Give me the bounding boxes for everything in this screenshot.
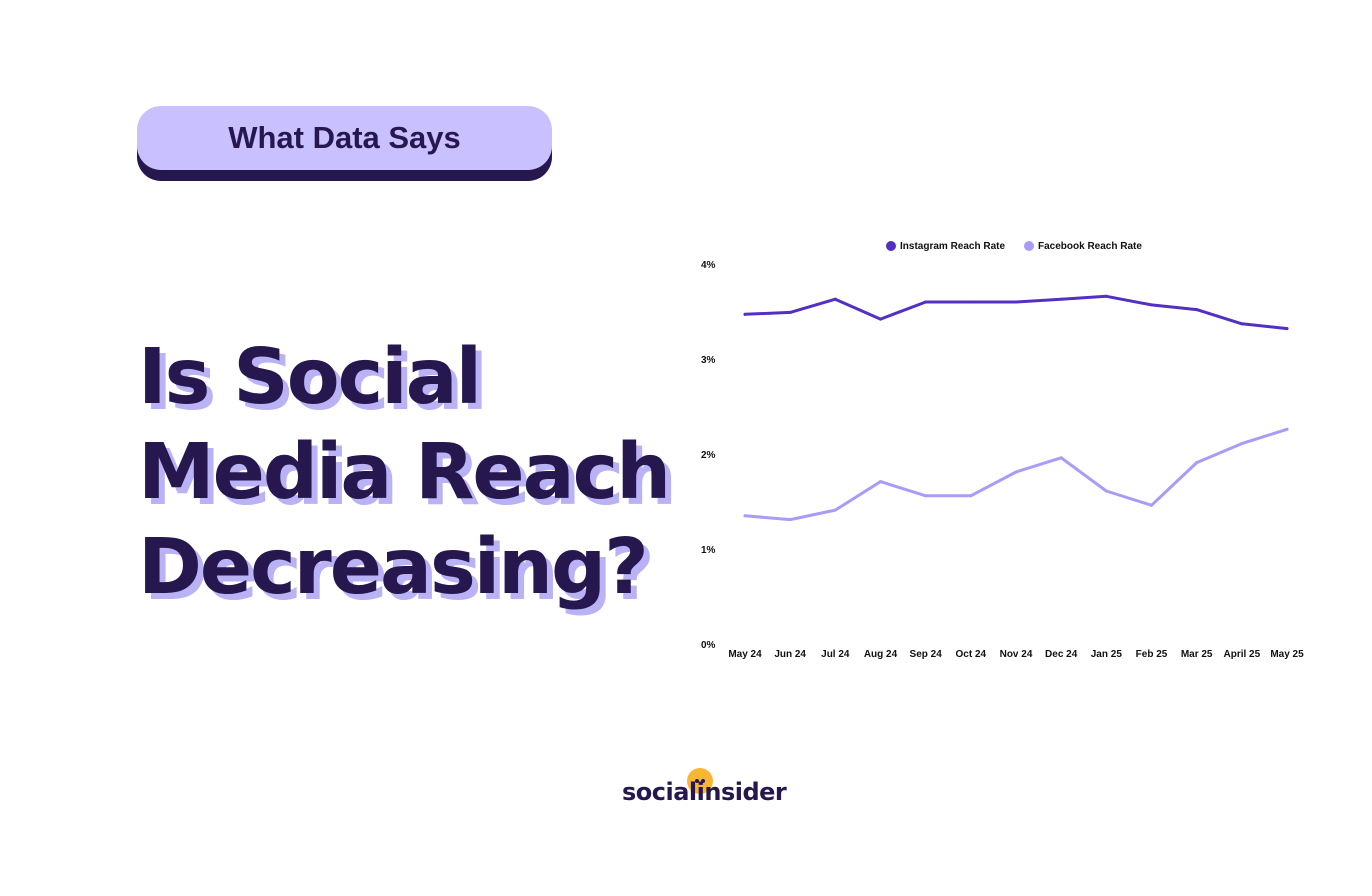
- logo-face-icon: [687, 768, 713, 794]
- y-tick-label: 1%: [701, 545, 716, 556]
- y-tick-label: 0%: [701, 640, 716, 651]
- x-tick-label: Jan 25: [1091, 649, 1123, 660]
- data-point: [1285, 327, 1289, 331]
- data-point: [1150, 303, 1153, 307]
- socialinsider-logo: socialinsider: [622, 768, 792, 810]
- legend-marker-instagram: [886, 241, 896, 251]
- data-point: [969, 494, 973, 498]
- badge-label: What Data Says: [137, 106, 552, 170]
- x-tick-label: Sep 24: [910, 649, 943, 660]
- headline: Is Social Media Reach Decreasing?: [138, 330, 678, 615]
- headline-line-3: Decreasing?: [138, 523, 649, 612]
- data-point: [879, 317, 882, 321]
- data-point: [1059, 297, 1063, 301]
- section-badge: What Data Says: [137, 106, 552, 182]
- x-tick-label: May 25: [1270, 649, 1304, 660]
- data-point: [1195, 308, 1199, 312]
- y-tick-label: 3%: [701, 355, 716, 366]
- legend-label-instagram: Instagram Reach Rate: [900, 241, 1005, 252]
- data-point: [924, 300, 928, 304]
- y-tick-label: 4%: [701, 260, 716, 271]
- x-tick-label: Aug 24: [864, 649, 898, 660]
- data-point: [1240, 322, 1244, 326]
- headline-line-1: Is Social: [138, 333, 482, 422]
- data-point: [924, 494, 928, 498]
- data-point: [1195, 461, 1199, 465]
- data-point: [1240, 442, 1244, 446]
- data-point: [1059, 456, 1063, 460]
- logo-text: socialinsider: [622, 778, 787, 806]
- data-point: [1014, 470, 1018, 474]
- data-point: [788, 310, 792, 314]
- data-point: [743, 514, 747, 518]
- data-point: [788, 518, 792, 522]
- data-point: [879, 480, 882, 484]
- data-point: [1285, 427, 1289, 431]
- data-point: [1104, 489, 1108, 493]
- legend-label-facebook: Facebook Reach Rate: [1038, 241, 1142, 252]
- x-tick-label: April 25: [1223, 649, 1260, 660]
- x-tick-label: Nov 24: [1000, 649, 1033, 660]
- reach-rate-chart: 0% 1% 2% 3% 4% May 24 Jun 24 Jul 24 Aug 24 Sep 24…: [701, 241, 1304, 660]
- x-tick-label: Dec 24: [1045, 649, 1078, 660]
- x-tick-label: May 24: [728, 649, 762, 660]
- data-point: [833, 508, 837, 512]
- x-tick-label: Jun 24: [774, 649, 806, 660]
- series-line-facebook: [743, 427, 1289, 522]
- data-point: [1150, 503, 1153, 507]
- legend-marker-facebook: [1024, 241, 1034, 251]
- data-point: [969, 300, 973, 304]
- headline-line-2: Media Reach: [138, 428, 671, 517]
- x-tick-label: Feb 25: [1136, 649, 1168, 660]
- data-point: [743, 312, 747, 316]
- x-tick-label: Mar 25: [1181, 649, 1213, 660]
- x-tick-label: Jul 24: [821, 649, 850, 660]
- x-tick-label: Oct 24: [956, 649, 987, 660]
- data-point: [1014, 300, 1018, 304]
- data-point: [1104, 294, 1108, 298]
- data-point: [833, 297, 837, 301]
- y-tick-label: 2%: [701, 450, 716, 461]
